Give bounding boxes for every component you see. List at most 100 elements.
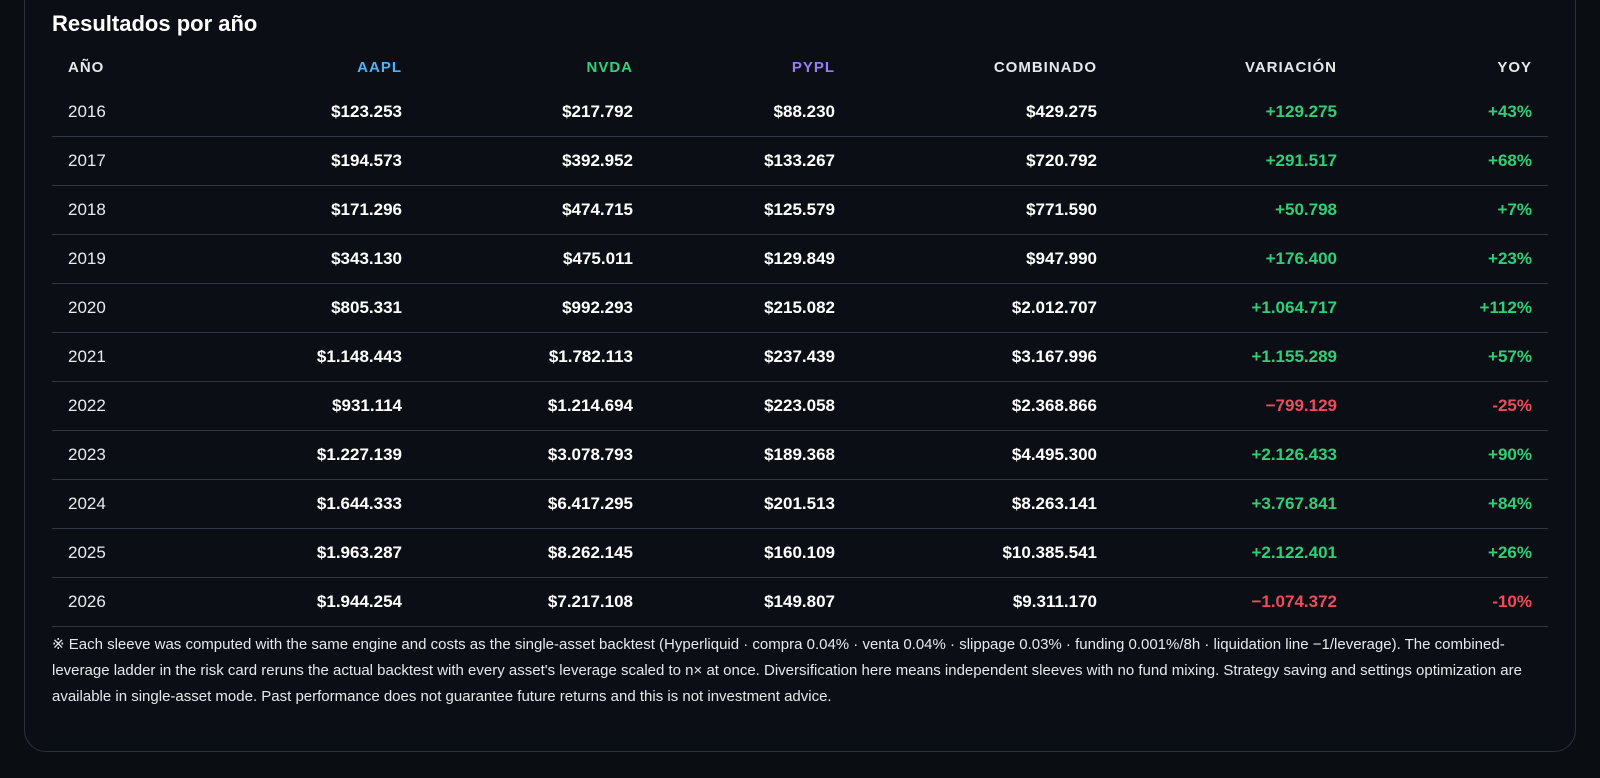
cell-year: 2017 — [52, 136, 202, 186]
column-header-combined[interactable]: COMBINADO — [993, 58, 1097, 76]
cell-combined: $771.590 — [851, 185, 1113, 235]
cell-yoy: -25% — [1353, 381, 1548, 431]
table-row: 2026 $1.944.254 $7.217.108 $149.807 $9.311.1… — [52, 577, 1548, 627]
column-header-change[interactable]: VARIACIÓN — [1244, 58, 1337, 76]
cell-nvda: $392.952 — [418, 136, 649, 186]
cell-change: +3.767.841 — [1113, 479, 1353, 529]
cell-pypl: $125.579 — [649, 185, 851, 235]
cell-nvda: $1.214.694 — [418, 381, 649, 431]
cell-change: +129.275 — [1113, 88, 1353, 137]
table-row: 2017 $194.573 $392.952 $133.267 $720.792 +291… — [52, 136, 1548, 186]
cell-yoy: +26% — [1353, 528, 1548, 578]
cell-nvda: $475.011 — [418, 234, 649, 284]
cell-year: 2018 — [52, 185, 202, 235]
cell-pypl: $149.807 — [649, 577, 851, 627]
disclaimer-footnote: ※ Each sleeve was computed with the same… — [52, 636, 1522, 705]
cell-aapl: $1.944.254 — [202, 577, 418, 627]
cell-combined: $3.167.996 — [851, 332, 1113, 382]
table-row: 2025 $1.963.287 $8.262.145 $160.109 $10.385.… — [52, 528, 1548, 578]
cell-combined: $9.311.170 — [851, 577, 1113, 627]
column-header-aapl[interactable]: AAPL — [357, 58, 402, 76]
cell-year: 2016 — [52, 88, 202, 137]
cell-year: 2022 — [52, 381, 202, 431]
table-row: 2021 $1.148.443 $1.782.113 $237.439 $3.167.9… — [52, 332, 1548, 382]
cell-pypl: $201.513 — [649, 479, 851, 529]
cell-combined: $2.012.707 — [851, 283, 1113, 333]
cell-year: 2019 — [52, 234, 202, 284]
table-row: 2022 $931.114 $1.214.694 $223.058 $2.368.866… — [52, 381, 1548, 431]
cell-nvda: $3.078.793 — [418, 430, 649, 480]
column-header-pypl[interactable]: PYPL — [791, 58, 835, 76]
cell-change: +2.126.433 — [1113, 430, 1353, 480]
cell-yoy: +43% — [1353, 88, 1548, 137]
cell-nvda: $217.792 — [418, 88, 649, 137]
cell-combined: $8.263.141 — [851, 479, 1113, 529]
cell-combined: $10.385.541 — [851, 528, 1113, 578]
table-row: 2016 $123.253 $217.792 $88.230 $429.275 +129.… — [52, 88, 1548, 137]
cell-year: 2024 — [52, 479, 202, 529]
cell-aapl: $343.130 — [202, 234, 418, 284]
cell-combined: $4.495.300 — [851, 430, 1113, 480]
cell-aapl: $931.114 — [202, 381, 418, 431]
cell-pypl: $237.439 — [649, 332, 851, 382]
cell-nvda: $7.217.108 — [418, 577, 649, 627]
section-title: Resultados por año — [52, 11, 258, 36]
cell-aapl: $1.963.287 — [202, 528, 418, 578]
cell-aapl: $123.253 — [202, 88, 418, 137]
column-header-yoy[interactable]: YOY — [1497, 58, 1532, 76]
cell-change: +1.155.289 — [1113, 332, 1353, 382]
cell-aapl: $194.573 — [202, 136, 418, 186]
cell-year: 2025 — [52, 528, 202, 578]
cell-combined: $429.275 — [851, 88, 1113, 137]
cell-pypl: $129.849 — [649, 234, 851, 284]
table-header-row: AÑO AAPL NVDA PYPL COMBINADO VARIACIÓN Y… — [52, 46, 1548, 88]
cell-yoy: +90% — [1353, 430, 1548, 480]
cell-nvda: $8.262.145 — [418, 528, 649, 578]
table-body: 2016 $123.253 $217.792 $88.230 $429.275 +129.… — [52, 88, 1548, 627]
table-row: 2023 $1.227.139 $3.078.793 $189.368 $4.495.3… — [52, 430, 1548, 480]
cell-change: +1.064.717 — [1113, 283, 1353, 333]
cell-yoy: +84% — [1353, 479, 1548, 529]
yearly-results-table: AÑO AAPL NVDA PYPL COMBINADO VARIACIÓN Y… — [52, 46, 1548, 627]
table-row: 2020 $805.331 $992.293 $215.082 $2.012.707 +1… — [52, 283, 1548, 333]
cell-aapl: $1.148.443 — [202, 332, 418, 382]
cell-change: −799.129 — [1113, 381, 1353, 431]
cell-aapl: $1.227.139 — [202, 430, 418, 480]
cell-aapl: $1.644.333 — [202, 479, 418, 529]
cell-pypl: $88.230 — [649, 88, 851, 137]
cell-nvda: $1.782.113 — [418, 332, 649, 382]
cell-nvda: $474.715 — [418, 185, 649, 235]
cell-combined: $947.990 — [851, 234, 1113, 284]
cell-yoy: -10% — [1353, 577, 1548, 627]
cell-yoy: +57% — [1353, 332, 1548, 382]
table-row: 2019 $343.130 $475.011 $129.849 $947.990 +176… — [52, 234, 1548, 284]
table-row: 2024 $1.644.333 $6.417.295 $201.513 $8.263.1… — [52, 479, 1548, 529]
cell-pypl: $223.058 — [649, 381, 851, 431]
cell-combined: $720.792 — [851, 136, 1113, 186]
cell-year: 2023 — [52, 430, 202, 480]
cell-year: 2021 — [52, 332, 202, 382]
cell-change: −1.074.372 — [1113, 577, 1353, 627]
cell-aapl: $171.296 — [202, 185, 418, 235]
cell-aapl: $805.331 — [202, 283, 418, 333]
cell-yoy: +112% — [1353, 283, 1548, 333]
cell-change: +291.517 — [1113, 136, 1353, 186]
cell-change: +176.400 — [1113, 234, 1353, 284]
cell-yoy: +7% — [1353, 185, 1548, 235]
cell-pypl: $133.267 — [649, 136, 851, 186]
cell-year: 2026 — [52, 577, 202, 627]
cell-change: +2.122.401 — [1113, 528, 1353, 578]
cell-pypl: $215.082 — [649, 283, 851, 333]
column-header-nvda[interactable]: NVDA — [586, 58, 633, 76]
column-header-year[interactable]: AÑO — [68, 58, 105, 76]
cell-yoy: +23% — [1353, 234, 1548, 284]
cell-combined: $2.368.866 — [851, 381, 1113, 431]
cell-pypl: $160.109 — [649, 528, 851, 578]
cell-nvda: $6.417.295 — [418, 479, 649, 529]
cell-pypl: $189.368 — [649, 430, 851, 480]
cell-change: +50.798 — [1113, 185, 1353, 235]
cell-yoy: +68% — [1353, 136, 1548, 186]
cell-nvda: $992.293 — [418, 283, 649, 333]
table-row: 2018 $171.296 $474.715 $125.579 $771.590 +50.… — [52, 185, 1548, 235]
cell-year: 2020 — [52, 283, 202, 333]
